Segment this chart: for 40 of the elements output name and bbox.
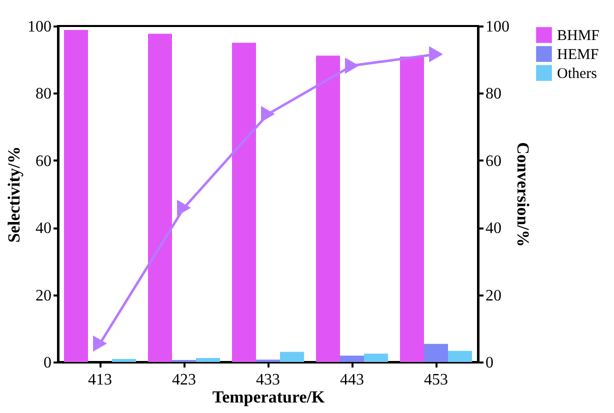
bar — [232, 42, 256, 362]
bar — [196, 358, 220, 362]
bar — [424, 344, 448, 362]
bar — [64, 30, 88, 362]
y-tick-label: 40 — [36, 220, 52, 238]
legend-label: Others — [557, 66, 598, 82]
point — [345, 58, 359, 74]
bar — [112, 358, 136, 362]
x-tick-label: 443 — [340, 372, 364, 388]
x-tick-label: 423 — [172, 372, 196, 388]
point — [261, 106, 275, 122]
y2-tick-label: 60 — [486, 152, 502, 170]
legend-label: HEMF — [557, 47, 599, 63]
y2-tick-label: 40 — [486, 220, 502, 238]
y-tick-label: 80 — [36, 86, 52, 103]
y-tick-label: 20 — [36, 287, 52, 304]
bar — [364, 354, 388, 362]
x-tick-label: 453 — [424, 372, 448, 388]
y2-tick-label: 80 — [486, 86, 502, 103]
x-axis-title: Temperature/K — [212, 388, 326, 406]
x-tick-label: 413 — [88, 372, 112, 388]
y2-tick-label: 20 — [486, 287, 502, 304]
y2-tick-label: 100 — [486, 18, 510, 36]
x-tick-label: 433 — [256, 372, 280, 388]
legend-label: BHMF — [557, 28, 600, 44]
point — [177, 200, 191, 216]
y2-tick-label: 0 — [486, 354, 494, 372]
y-tick-label: 60 — [36, 152, 52, 170]
bar — [148, 34, 172, 362]
bar — [316, 56, 340, 362]
y-tick-label: 0 — [44, 354, 52, 372]
bar — [280, 352, 304, 362]
bar — [400, 56, 424, 362]
y-axis-title: Selectivity/% — [4, 146, 24, 243]
y2-axis-title: Conversion/% — [514, 142, 532, 247]
point — [93, 335, 107, 352]
bar — [340, 356, 364, 362]
y-tick-label: 100 — [28, 18, 52, 36]
point — [429, 46, 443, 62]
bar — [448, 350, 472, 362]
